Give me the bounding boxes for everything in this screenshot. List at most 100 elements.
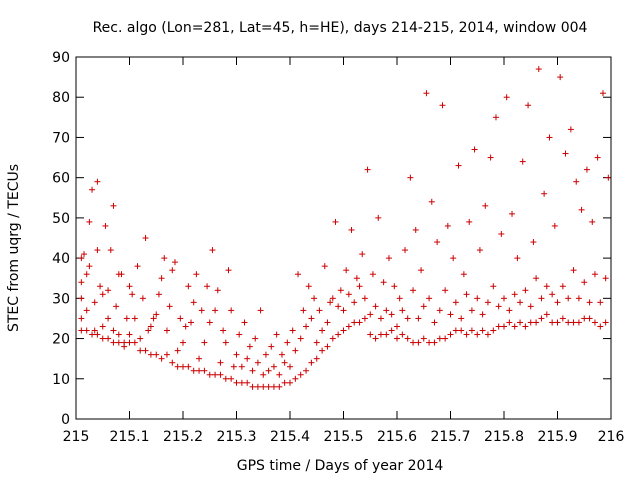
data-point (153, 351, 160, 358)
data-point (89, 331, 96, 338)
data-point (78, 255, 85, 262)
data-point (246, 343, 253, 350)
data-point (415, 339, 422, 346)
data-point (278, 351, 285, 358)
data-point (214, 287, 221, 294)
data-point (257, 307, 264, 314)
data-point (209, 247, 216, 254)
x-tick-label: 215.8 (484, 429, 524, 445)
data-point (383, 307, 390, 314)
data-point (110, 202, 117, 209)
data-point (174, 363, 181, 370)
data-point (466, 218, 473, 225)
data-point (105, 315, 112, 322)
data-point (538, 315, 545, 322)
data-point (284, 339, 291, 346)
data-point (514, 255, 521, 262)
data-point (129, 291, 136, 298)
y-tick-label: 80 (52, 90, 70, 106)
data-point (107, 247, 114, 254)
axis-ticks: 215 215.1 215.2 215.3 215.4 215.5 215.6 215.7 21… (52, 50, 624, 445)
data-point (343, 267, 350, 274)
data-point (498, 230, 505, 237)
data-point (367, 331, 374, 338)
data-point (201, 339, 208, 346)
data-point (158, 275, 165, 282)
data-point (383, 331, 390, 338)
data-point (468, 327, 475, 334)
x-tick-label: 215.3 (216, 429, 256, 445)
data-point (492, 114, 499, 121)
data-point (126, 331, 133, 338)
data-point (511, 291, 518, 298)
data-point (447, 331, 454, 338)
data-point (361, 295, 368, 302)
data-point (479, 311, 486, 318)
data-point (399, 331, 406, 338)
data-point (589, 218, 596, 225)
data-point (273, 331, 280, 338)
data-point (394, 335, 400, 342)
data-point (605, 174, 612, 181)
data-point (594, 154, 601, 161)
data-point (123, 315, 130, 322)
data-point (305, 283, 312, 290)
data-point (335, 303, 342, 310)
data-point (161, 255, 168, 262)
data-point (396, 295, 403, 302)
data-point (519, 158, 526, 165)
data-point (241, 319, 248, 326)
data-point (276, 371, 283, 378)
data-point (495, 303, 502, 310)
data-point (402, 247, 409, 254)
data-point (565, 295, 572, 302)
data-point (575, 319, 582, 326)
data-point (567, 126, 574, 133)
data-point (321, 263, 328, 270)
data-point (190, 299, 197, 306)
data-point (329, 335, 336, 342)
data-point (404, 315, 411, 322)
data-point (377, 315, 384, 322)
data-point (230, 363, 237, 370)
data-point (102, 222, 109, 229)
data-point (147, 323, 154, 330)
data-point (158, 355, 165, 362)
data-point (303, 323, 310, 330)
data-point (174, 347, 181, 354)
data-point (145, 327, 152, 334)
data-point (431, 339, 438, 346)
data-point (525, 102, 532, 109)
data-point (559, 283, 566, 290)
data-point (150, 315, 157, 322)
data-point (198, 307, 205, 314)
data-point (206, 319, 213, 326)
data-point (452, 299, 459, 306)
data-point (94, 247, 101, 254)
data-point (535, 66, 542, 73)
data-point (225, 267, 232, 274)
data-point (313, 339, 320, 346)
data-point (308, 315, 315, 322)
data-point (420, 303, 427, 310)
data-point (319, 327, 326, 334)
data-point (364, 166, 371, 173)
data-point (270, 363, 277, 370)
x-tick-label: 215.4 (270, 429, 310, 445)
data-point (482, 202, 489, 209)
x-tick-label: 215.2 (163, 429, 203, 445)
data-point (450, 255, 457, 262)
data-point (434, 239, 441, 246)
data-point (217, 371, 224, 378)
data-point (222, 339, 229, 346)
data-point (196, 355, 203, 362)
data-point (353, 275, 360, 282)
data-point (99, 291, 106, 298)
data-point (554, 319, 561, 326)
data-point (142, 235, 149, 241)
data-point (602, 319, 609, 326)
data-point (204, 283, 211, 290)
data-point (228, 375, 235, 382)
